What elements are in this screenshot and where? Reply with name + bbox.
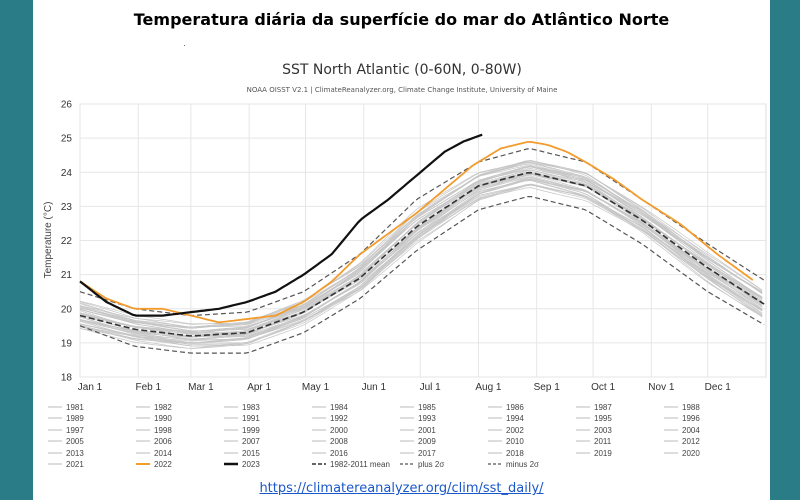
legend-label[interactable]: plus 2σ — [418, 460, 444, 469]
legend-label[interactable]: 1990 — [154, 414, 172, 423]
legend-label[interactable]: 1983 — [242, 403, 260, 412]
year-line-1995 — [79, 179, 763, 343]
x-tick-label: Mar 1 — [188, 382, 214, 393]
x-tick-label: Jul 1 — [420, 382, 442, 393]
legend: 1981 1982 1983 1984 1985 1986 1987 1988 1989 1990… — [48, 403, 700, 469]
historical-years — [79, 160, 763, 349]
legend-label[interactable]: 2000 — [330, 426, 348, 435]
right-frame-bar — [770, 0, 800, 500]
legend-label[interactable]: 2012 — [682, 437, 700, 446]
y-tick-label: 21 — [61, 270, 73, 281]
mean-line — [79, 171, 765, 337]
legend-label[interactable]: 2018 — [506, 449, 524, 458]
year-line-2009 — [79, 166, 763, 334]
legend-label[interactable]: 1985 — [418, 403, 436, 412]
legend-label[interactable]: 1997 — [66, 426, 84, 435]
x-tick-label: Sep 1 — [534, 382, 561, 393]
legend-label[interactable]: 2010 — [506, 437, 524, 446]
x-tick-label: May 1 — [302, 382, 330, 393]
y-tick-label: 24 — [61, 168, 73, 179]
year-line-2019 — [79, 160, 763, 325]
y-tick-label: 22 — [61, 236, 73, 247]
legend-label[interactable]: 2004 — [682, 426, 700, 435]
legend-label[interactable]: 2007 — [242, 437, 260, 446]
legend-label[interactable]: 2011 — [594, 437, 612, 446]
legend-label[interactable]: 1982 — [154, 403, 172, 412]
minus-2sigma-line — [79, 196, 765, 354]
legend-label[interactable]: 1995 — [594, 414, 612, 423]
legend-label[interactable]: 2017 — [418, 449, 436, 458]
legend-label[interactable]: 1994 — [506, 414, 524, 423]
year-line-2010 — [79, 166, 763, 333]
legend-label[interactable]: 2023 — [242, 460, 260, 469]
legend-label[interactable]: 1998 — [154, 426, 172, 435]
legend-label[interactable]: 1993 — [418, 414, 436, 423]
x-tick-label: Apr 1 — [247, 382, 271, 393]
legend-label[interactable]: 2006 — [154, 437, 172, 446]
x-tick-label: Jan 1 — [78, 382, 103, 393]
legend-label[interactable]: 2019 — [594, 449, 612, 458]
legend-label[interactable]: 2001 — [418, 426, 436, 435]
legend-label[interactable]: 2014 — [154, 449, 172, 458]
legend-label[interactable]: 1996 — [682, 414, 700, 423]
y-tick-label: 26 — [61, 100, 73, 111]
legend-label[interactable]: 2005 — [66, 437, 84, 446]
x-tick-label: Jun 1 — [362, 382, 387, 393]
year-line-2021 — [79, 160, 763, 329]
y-tick-label: 20 — [61, 304, 73, 315]
legend-label[interactable]: 2021 — [66, 460, 84, 469]
legend-label[interactable]: 2016 — [330, 449, 348, 458]
chart-title: SST North Atlantic (0-60N, 0-80W) — [282, 62, 522, 78]
x-tick-label: Oct 1 — [591, 382, 615, 393]
legend-label[interactable]: 2022 — [154, 460, 172, 469]
stray-mark: · — [183, 40, 186, 50]
legend-label[interactable]: 2003 — [594, 426, 612, 435]
legend-label[interactable]: 1984 — [330, 403, 348, 412]
legend-label[interactable]: 2013 — [66, 449, 84, 458]
legend-label[interactable]: 1986 — [506, 403, 524, 412]
legend-label[interactable]: 1989 — [66, 414, 84, 423]
year-line-1998 — [79, 173, 763, 338]
y-tick-label: 19 — [61, 338, 73, 349]
x-tick-label: Dec 1 — [705, 382, 732, 393]
legend-label[interactable]: 1988 — [682, 403, 700, 412]
highlight-series — [79, 133, 754, 324]
series-line-2023 — [79, 133, 483, 317]
legend-label[interactable]: 2002 — [506, 426, 524, 435]
legend-label[interactable]: 1987 — [594, 403, 612, 412]
x-tick-label: Nov 1 — [648, 382, 675, 393]
legend-label[interactable]: 1982-2011 mean — [330, 460, 390, 469]
year-line-2014 — [79, 165, 763, 332]
chart-subtitle: NOAA OISST V2.1 | ClimateReanalyzer.org,… — [247, 86, 558, 94]
y-tick-label: 25 — [61, 134, 73, 145]
legend-label[interactable]: 2009 — [418, 437, 436, 446]
legend-label[interactable]: minus 2σ — [506, 460, 539, 469]
slide-title: Temperatura diária da superfície do mar … — [133, 10, 670, 29]
y-tick-label: 23 — [61, 202, 73, 213]
year-line-1984 — [79, 183, 763, 349]
year-line-2017 — [79, 162, 763, 328]
legend-label[interactable]: 1981 — [66, 403, 84, 412]
y-axis-label: Temperature (°C) — [43, 202, 54, 279]
left-frame-bar — [0, 0, 33, 500]
legend-label[interactable]: 2015 — [242, 449, 260, 458]
legend-label[interactable]: 1999 — [242, 426, 260, 435]
legend-label[interactable]: 2008 — [330, 437, 348, 446]
x-tick-label: Aug 1 — [475, 382, 502, 393]
y-tick-label: 18 — [61, 373, 73, 384]
axis-ticks: 18 19 20 21 22 23 24 25 26 Jan 1 Feb 1 Mar 1 Apr 1 Ma… — [61, 100, 731, 394]
legend-label[interactable]: 1991 — [242, 414, 260, 423]
legend-label[interactable]: 2020 — [682, 449, 700, 458]
series-line-2022 — [79, 140, 754, 324]
x-tick-label: Feb 1 — [135, 382, 161, 393]
source-link[interactable]: https://climatereanalyzer.org/clim/sst_d… — [259, 481, 544, 496]
legend-label[interactable]: 1992 — [330, 414, 348, 423]
